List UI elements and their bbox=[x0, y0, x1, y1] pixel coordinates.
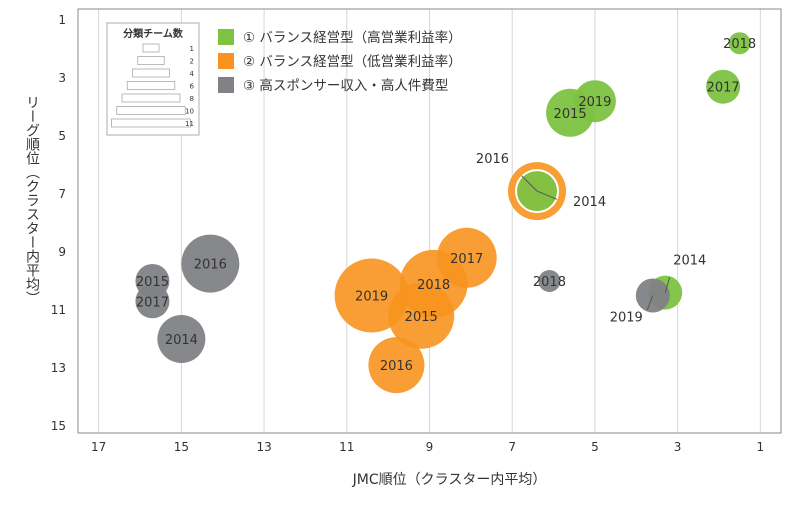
x-tick-label: 7 bbox=[508, 440, 516, 454]
size-legend-step bbox=[126, 81, 176, 90]
bubble-label: 2018 bbox=[533, 275, 566, 290]
size-legend-value: 8 bbox=[190, 95, 194, 103]
bubble-label: 2015 bbox=[136, 275, 169, 290]
bubble-point bbox=[573, 80, 616, 123]
x-tick-label: 15 bbox=[174, 440, 189, 454]
y-tick-label: 9 bbox=[58, 245, 66, 259]
legend-swatch bbox=[218, 29, 234, 45]
bubble-label: 2016 bbox=[194, 258, 227, 273]
size-legend-step bbox=[111, 118, 191, 128]
grid-layer bbox=[98, 9, 761, 433]
bubble-point bbox=[135, 284, 170, 319]
bubble-label: 2019 bbox=[578, 95, 611, 110]
label-leader-line bbox=[664, 277, 671, 293]
label-leader-line bbox=[646, 295, 654, 310]
bubble-label: 2017 bbox=[707, 81, 740, 96]
bubble-label: 2019 bbox=[355, 290, 388, 305]
bubble-point bbox=[728, 32, 751, 55]
y-tick-label: 5 bbox=[58, 129, 66, 143]
bubble-point bbox=[436, 227, 497, 288]
size-legend-value: 6 bbox=[190, 83, 195, 91]
bubble-point bbox=[157, 315, 206, 363]
bubble-point bbox=[538, 270, 561, 292]
bubble-label: 2019 bbox=[610, 311, 643, 326]
x-tick-label: 13 bbox=[256, 440, 271, 454]
size-legend-step bbox=[137, 56, 165, 65]
size-legend-step bbox=[116, 106, 186, 115]
y-axis-title: リーグ順位（クラスター内平均） bbox=[24, 95, 40, 305]
size-legend-value: 10 bbox=[185, 108, 194, 116]
size-legend-value: 11 bbox=[185, 120, 194, 128]
y-tick-label: 13 bbox=[51, 361, 66, 375]
series-legend: ① バランス経営型（高営業利益率） ② バランス経営型（低営業利益率） ③ 高スポン… bbox=[218, 29, 462, 94]
size-legend-step bbox=[142, 43, 160, 53]
size-legend: 分類チーム数 1 2 4 6 8 10 11 bbox=[106, 22, 200, 136]
x-tick-label: 3 bbox=[674, 440, 682, 454]
bubble-point bbox=[181, 234, 240, 293]
x-tick-label: 11 bbox=[339, 440, 354, 454]
x-tick-label: 9 bbox=[426, 440, 434, 454]
bubble-label: 2014 bbox=[673, 254, 706, 269]
bubble-point bbox=[388, 282, 455, 349]
label-leader-line bbox=[521, 175, 538, 192]
bubble-point bbox=[706, 69, 741, 104]
x-tick-label: 1 bbox=[757, 440, 765, 454]
size-legend-title: 分類チーム数 bbox=[123, 27, 184, 40]
y-tick-label: 11 bbox=[51, 303, 66, 317]
bubble-label: 2017 bbox=[136, 295, 169, 310]
y-tick-label: 7 bbox=[58, 187, 66, 201]
bubble-label: 2015 bbox=[554, 107, 587, 122]
size-legend-value: 1 bbox=[190, 45, 194, 53]
bubble-point bbox=[368, 337, 425, 394]
bubble-label: 2014 bbox=[573, 195, 606, 210]
label-layer: 2018201720192015201620142014201720182019… bbox=[136, 37, 756, 374]
size-legend-steps: 1 2 4 6 8 10 11 bbox=[111, 43, 195, 128]
y-tick-label: 3 bbox=[58, 71, 66, 85]
bubble-label: 2017 bbox=[450, 252, 483, 267]
x-tick-label: 17 bbox=[91, 440, 106, 454]
legend-label: ③ 高スポンサー収入・高人件費型 bbox=[243, 77, 448, 94]
legend-swatch bbox=[218, 77, 234, 93]
legend-label: ② バランス経営型（低営業利益率） bbox=[243, 53, 462, 70]
x-axis-title: JMC順位（クラスター内平均） bbox=[352, 472, 547, 488]
bubble-label: 2014 bbox=[165, 333, 198, 348]
size-legend-value: 2 bbox=[190, 58, 194, 66]
bubble-label: 2018 bbox=[723, 37, 756, 52]
y-tick-label: 1 bbox=[58, 13, 66, 27]
size-legend-step bbox=[121, 93, 181, 103]
bubble-label: 2016 bbox=[476, 152, 509, 167]
x-tick-label: 5 bbox=[591, 440, 599, 454]
size-legend-value: 4 bbox=[190, 70, 195, 78]
bubble-label: 2015 bbox=[405, 310, 438, 325]
legend-swatch bbox=[218, 53, 234, 69]
size-legend-box bbox=[106, 22, 200, 136]
size-legend-step bbox=[132, 68, 170, 78]
y-tick-label: 15 bbox=[51, 419, 66, 433]
plot-frame bbox=[77, 8, 782, 434]
bubble-label: 2016 bbox=[380, 359, 413, 374]
label-leader-line bbox=[536, 190, 558, 200]
bubble-layer bbox=[135, 32, 751, 394]
bubble-label: 2018 bbox=[417, 278, 450, 293]
legend-label: ① バランス経営型（高営業利益率） bbox=[243, 29, 462, 46]
